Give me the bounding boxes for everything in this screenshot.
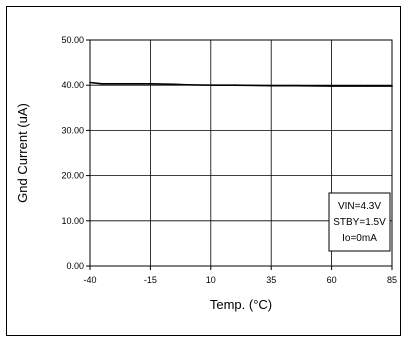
series-point bbox=[125, 82, 128, 85]
series-point bbox=[330, 85, 333, 88]
x-tick-label: 10 bbox=[206, 275, 216, 285]
conditions-annotation: VIN=4.3V STBY=1.5V Io=0mA bbox=[328, 192, 391, 252]
series-point bbox=[209, 84, 212, 87]
chart-svg: 0.00 10.00 20.00 30.00 40.00 50.00 -40 -15 10 35… bbox=[15, 35, 397, 312]
y-tick-label: 10.00 bbox=[61, 216, 84, 226]
y-tick-label: 40.00 bbox=[61, 80, 84, 90]
annotation-io: Io=0mA bbox=[342, 233, 377, 244]
series-point bbox=[101, 82, 103, 85]
x-axis-title: Temp. (°C) bbox=[210, 297, 272, 312]
x-tick-label: 85 bbox=[387, 275, 397, 285]
x-tick-labels: -40 -15 10 35 60 85 bbox=[83, 266, 397, 285]
series-point bbox=[366, 85, 369, 88]
y-tick-label: 20.00 bbox=[61, 171, 84, 181]
series-point bbox=[270, 84, 273, 87]
annotation-stby: STBY=1.5V bbox=[333, 217, 386, 228]
x-tick-label: -40 bbox=[83, 275, 96, 285]
y-tick-label: 50.00 bbox=[61, 35, 84, 45]
y-tick-labels: 0.00 10.00 20.00 30.00 40.00 50.00 bbox=[61, 35, 90, 271]
series-point bbox=[294, 84, 297, 87]
y-tick-label: 30.00 bbox=[61, 125, 84, 135]
series-point bbox=[185, 83, 188, 86]
chart-frame: 0.00 10.00 20.00 30.00 40.00 50.00 -40 -15 10 35… bbox=[6, 6, 401, 336]
plot-border bbox=[89, 39, 393, 267]
annotation-vin: VIN=4.3V bbox=[338, 201, 381, 212]
x-tick-label: -15 bbox=[144, 275, 157, 285]
conditions-annotation-box bbox=[328, 192, 391, 252]
x-tick-label: 35 bbox=[266, 275, 276, 285]
x-tick-label: 60 bbox=[327, 275, 337, 285]
series-point bbox=[149, 82, 152, 85]
series-point bbox=[234, 84, 236, 87]
y-tick-label: 0.00 bbox=[66, 261, 84, 271]
y-axis-title: Gnd Current (uA) bbox=[15, 103, 30, 203]
series-point bbox=[173, 83, 176, 86]
